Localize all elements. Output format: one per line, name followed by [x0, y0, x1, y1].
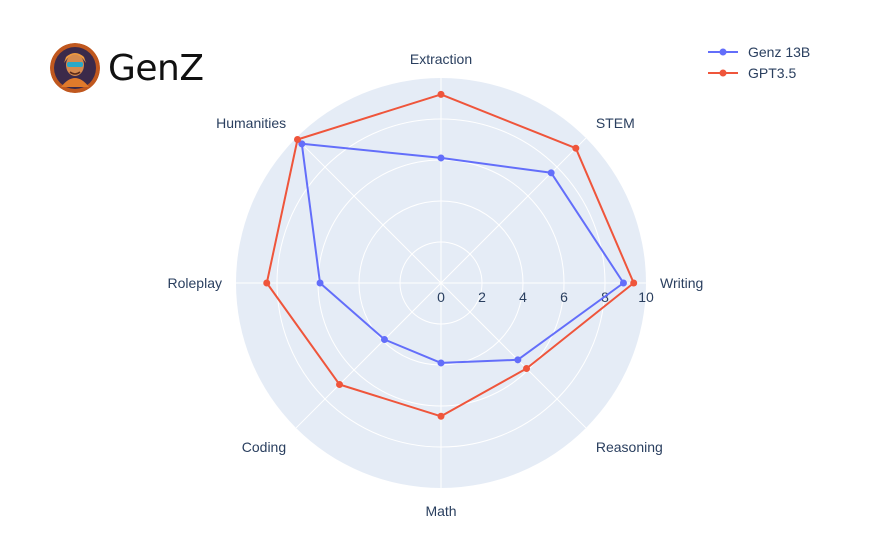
genz-avatar-icon — [50, 43, 100, 93]
axis-label-coding: Coding — [242, 439, 286, 455]
data-point[interactable] — [316, 279, 324, 287]
data-point[interactable] — [437, 154, 445, 162]
legend-swatch-marker — [719, 69, 727, 77]
data-point[interactable] — [523, 365, 531, 373]
legend-label: GPT3.5 — [748, 65, 796, 81]
radial-tick-label: 0 — [437, 289, 445, 305]
legend-label: Genz 13B — [748, 44, 810, 60]
legend: Genz 13B GPT3.5 — [708, 44, 810, 81]
grid-spoke — [440, 282, 587, 429]
brand: GenZ — [50, 42, 204, 94]
grid-spoke — [295, 282, 442, 429]
radial-tick-label: 2 — [478, 289, 486, 305]
data-point[interactable] — [336, 380, 344, 388]
radial-tick-label: 6 — [560, 289, 568, 305]
axis-label-writing: Writing — [660, 275, 703, 291]
series-0 — [298, 140, 627, 367]
radial-tick-label: 10 — [638, 289, 654, 305]
data-point[interactable] — [437, 90, 445, 98]
data-point[interactable] — [630, 279, 638, 287]
data-point[interactable] — [619, 279, 627, 287]
data-point[interactable] — [514, 356, 522, 364]
data-point[interactable] — [298, 140, 306, 148]
legend-item[interactable]: GPT3.5 — [708, 65, 796, 81]
data-point[interactable] — [263, 279, 271, 287]
series-traces — [263, 90, 638, 420]
axis-label-extraction: Extraction — [410, 51, 472, 67]
data-point[interactable] — [437, 359, 445, 367]
axis-label-math: Math — [425, 503, 456, 519]
data-point[interactable] — [437, 412, 445, 420]
axis-label-humanities: Humanities — [216, 115, 286, 131]
data-point[interactable] — [293, 135, 301, 143]
radial-tick-label: 4 — [519, 289, 527, 305]
angular-axis-labels: Writing STEM Extraction Humanities Roleplay C… — [168, 51, 704, 519]
data-point[interactable] — [380, 336, 388, 344]
axis-label-stem: STEM — [596, 115, 635, 131]
legend-item[interactable]: Genz 13B — [708, 44, 810, 60]
legend-swatch-marker — [719, 48, 727, 56]
data-point[interactable] — [547, 169, 555, 177]
grid-spoke — [440, 137, 587, 284]
data-point[interactable] — [572, 144, 580, 152]
series-1 — [263, 90, 638, 420]
brand-name: GenZ — [108, 47, 204, 89]
axis-label-reasoning: Reasoning — [596, 439, 663, 455]
grid-spoke — [295, 137, 442, 284]
axis-label-roleplay: Roleplay — [168, 275, 222, 291]
